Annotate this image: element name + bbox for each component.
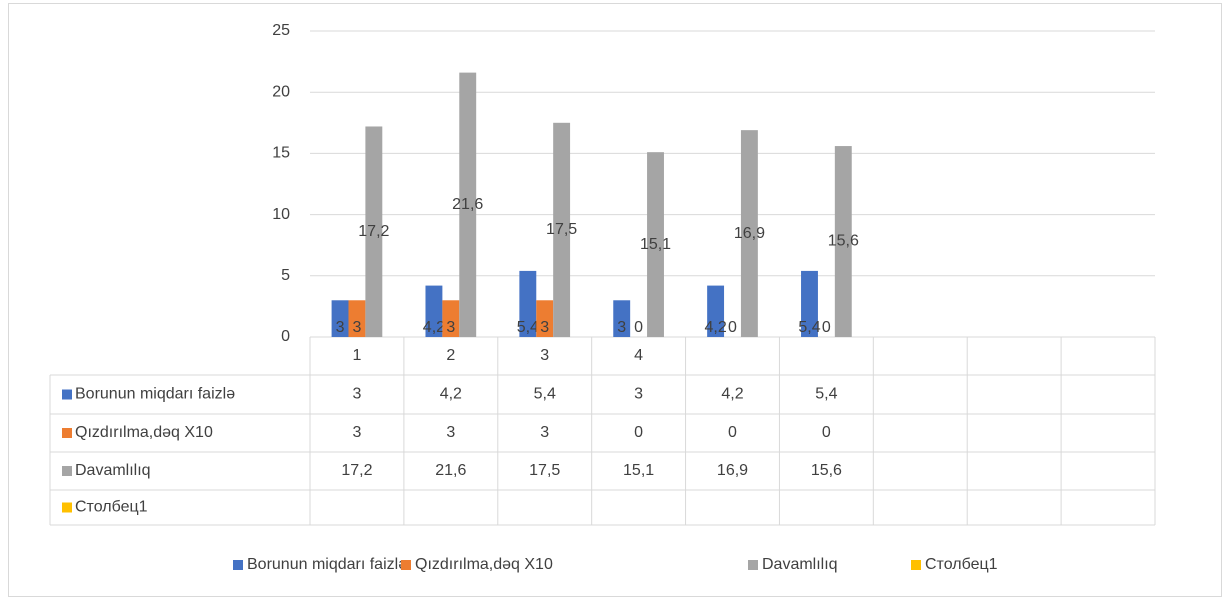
x-tick-label: 4 [634, 347, 643, 364]
table-cell: 4,2 [440, 386, 462, 403]
y-tick-label: 25 [272, 22, 290, 39]
data-label: 3 [446, 319, 455, 336]
legend-label: Qızdırılma,dəq X10 [415, 556, 553, 573]
table-cell: 0 [728, 424, 737, 441]
bar [442, 300, 460, 337]
data-label: 0 [634, 319, 643, 336]
table-cell: 21,6 [435, 462, 466, 479]
data-label: 0 [822, 319, 831, 336]
table-series-name: Qızdırılma,dəq X10 [75, 424, 213, 441]
legend-label: Столбец1 [925, 556, 998, 573]
table-cell: 3 [352, 424, 361, 441]
bar [707, 285, 725, 337]
bar [536, 300, 554, 337]
y-tick-label: 15 [272, 145, 290, 162]
legend-key [748, 560, 758, 570]
data-label: 0 [728, 319, 737, 336]
table-cell: 15,6 [811, 462, 842, 479]
data-label: 17,2 [358, 223, 389, 240]
bar [459, 72, 477, 337]
table-cell: 17,2 [341, 462, 372, 479]
bar [834, 146, 852, 337]
table-cell: 17,5 [529, 462, 560, 479]
data-label: 4,2 [423, 319, 445, 336]
data-label: 3 [352, 319, 361, 336]
bar [425, 285, 443, 337]
data-label: 5,4 [517, 319, 539, 336]
bar [801, 270, 818, 337]
y-tick-label: 5 [281, 267, 290, 284]
table-cell: 3 [634, 386, 643, 403]
y-tick-label: 0 [281, 328, 290, 345]
table-cell: 3 [352, 386, 361, 403]
chart-border [8, 3, 1222, 597]
x-tick-label: 1 [352, 347, 361, 364]
bar [740, 130, 758, 337]
data-label: 3 [540, 319, 549, 336]
bar [553, 122, 571, 337]
data-label: 5,4 [798, 319, 820, 336]
bar [365, 126, 383, 337]
data-label: 17,5 [546, 221, 577, 238]
bar [331, 300, 349, 337]
table-series-name: Davamlılıq [75, 462, 151, 479]
legend-label: Davamlılıq [762, 556, 838, 573]
data-label: 15,1 [640, 236, 671, 253]
table-cell: 15,1 [623, 462, 654, 479]
x-tick-label: 2 [446, 347, 455, 364]
table-cell: 5,4 [534, 386, 556, 403]
legend-key [62, 466, 72, 476]
table-cell: 4,2 [721, 386, 743, 403]
data-label: 4,2 [704, 319, 726, 336]
table-cell: 0 [822, 424, 831, 441]
table-series-name: Столбец1 [75, 499, 148, 516]
table-series-name: Borunun miqdarı faizlə [75, 386, 235, 403]
data-label: 16,9 [734, 225, 765, 242]
legend-key [911, 560, 921, 570]
data-label: 3 [336, 319, 345, 336]
table-cell: 16,9 [717, 462, 748, 479]
table-cell: 3 [446, 424, 455, 441]
bar [348, 300, 366, 337]
legend-key [62, 389, 72, 400]
data-label: 21,6 [452, 196, 483, 213]
legend-key [62, 502, 72, 513]
bar [613, 300, 631, 337]
y-tick-label: 10 [272, 206, 290, 223]
data-label: 15,6 [828, 233, 859, 250]
bar [519, 270, 537, 337]
x-tick-label: 3 [540, 347, 549, 364]
legend-label: Borunun miqdarı faizlə [247, 556, 407, 573]
table-cell: 3 [540, 424, 549, 441]
legend-key [62, 428, 72, 438]
y-tick-label: 20 [272, 83, 290, 100]
legend-key [401, 560, 411, 570]
table-cell: 5,4 [815, 386, 837, 403]
data-label: 3 [617, 319, 626, 336]
legend-key [233, 560, 243, 570]
table-cell: 0 [634, 424, 643, 441]
bar [647, 152, 664, 337]
